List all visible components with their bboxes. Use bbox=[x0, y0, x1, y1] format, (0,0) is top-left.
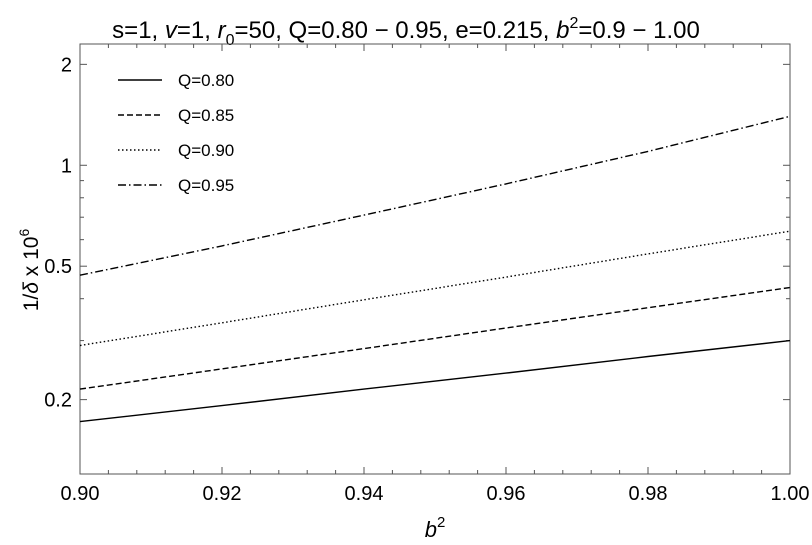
x-tick-label: 0.96 bbox=[487, 483, 526, 505]
title-part: s=1, bbox=[112, 17, 165, 44]
series-line bbox=[79, 230, 791, 347]
plot-area: 0.90 0.92 0.94 0.96 0.98 1.00 0.2 0.5 1 2 Q=0.80 Q=… bbox=[44, 43, 810, 505]
y-tick-label: 0.2 bbox=[44, 390, 72, 412]
title-part: =0.9 − 1.00 bbox=[578, 17, 699, 44]
y-axis-label-superscript: 6 bbox=[16, 229, 32, 237]
series-line bbox=[79, 115, 791, 276]
title-part: r bbox=[218, 17, 227, 44]
x-axis-label-part: b bbox=[425, 517, 437, 542]
legend-label: Q=0.95 bbox=[178, 176, 234, 195]
title-superscript: 2 bbox=[569, 15, 578, 32]
series-line bbox=[79, 286, 791, 390]
title-part: =1, bbox=[177, 17, 218, 44]
plot-frame bbox=[79, 43, 791, 475]
x-tick-label: 0.94 bbox=[345, 483, 384, 505]
y-axis-label-part: x 10 bbox=[20, 237, 43, 283]
y-axis-label-part: 1/ bbox=[20, 294, 43, 312]
x-tick-label: 0.92 bbox=[203, 483, 242, 505]
chart-title: s=1, v=1, r0=50, Q=0.80 − 0.95, e=0.215,… bbox=[112, 15, 700, 49]
y-tick-label: 1 bbox=[61, 155, 72, 177]
y-tick-label: 0.5 bbox=[44, 256, 72, 278]
title-subscript: 0 bbox=[226, 32, 235, 49]
x-tick-label: 0.90 bbox=[61, 483, 100, 505]
title-part: =50, Q=0.80 − 0.95, e=0.215, bbox=[234, 17, 556, 44]
y-axis-label: 1/δ x 106 bbox=[16, 229, 43, 312]
y-axis-label-part: δ bbox=[20, 282, 43, 294]
title-part: v bbox=[165, 17, 179, 44]
series-line bbox=[79, 339, 791, 423]
legend-label: Q=0.85 bbox=[178, 106, 234, 125]
x-axis-label: b2 bbox=[425, 514, 446, 542]
legend-label: Q=0.80 bbox=[178, 71, 234, 90]
x-tick-label: 0.98 bbox=[629, 483, 668, 505]
legend-label: Q=0.90 bbox=[178, 141, 234, 160]
x-tick-label: 1.00 bbox=[771, 483, 810, 505]
y-tick-label: 2 bbox=[61, 54, 72, 76]
title-part: b bbox=[556, 17, 569, 44]
x-axis-label-superscript: 2 bbox=[437, 514, 445, 531]
